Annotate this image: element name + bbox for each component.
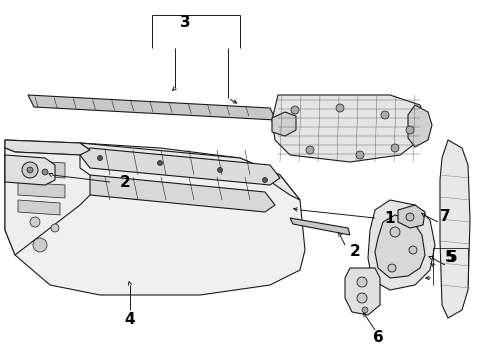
Circle shape (42, 169, 48, 175)
Circle shape (291, 106, 299, 114)
Circle shape (30, 217, 40, 227)
Polygon shape (272, 95, 425, 162)
Circle shape (391, 144, 399, 152)
Circle shape (33, 238, 47, 252)
Circle shape (27, 167, 33, 173)
Circle shape (157, 161, 163, 166)
Circle shape (406, 126, 414, 134)
Text: 4: 4 (124, 312, 135, 328)
Polygon shape (375, 215, 425, 278)
Circle shape (98, 156, 102, 161)
Circle shape (306, 146, 314, 154)
Circle shape (22, 162, 38, 178)
Text: 5: 5 (445, 251, 455, 266)
Circle shape (406, 213, 414, 221)
Circle shape (362, 307, 368, 313)
Circle shape (390, 227, 400, 237)
Circle shape (409, 246, 417, 254)
Polygon shape (18, 182, 65, 198)
Polygon shape (82, 175, 275, 212)
Polygon shape (408, 105, 432, 147)
Circle shape (388, 264, 396, 272)
Polygon shape (80, 148, 280, 185)
Polygon shape (345, 268, 380, 315)
Polygon shape (440, 140, 470, 318)
Text: 7: 7 (440, 208, 450, 224)
Polygon shape (5, 148, 90, 255)
Polygon shape (272, 112, 296, 136)
Polygon shape (28, 95, 276, 120)
Polygon shape (5, 140, 305, 295)
Text: 6: 6 (372, 330, 383, 346)
Text: 1: 1 (385, 211, 395, 225)
Polygon shape (80, 143, 300, 200)
Circle shape (263, 177, 268, 183)
Text: 3: 3 (180, 14, 190, 30)
Polygon shape (18, 200, 60, 215)
Polygon shape (5, 140, 90, 155)
Circle shape (336, 104, 344, 112)
Text: 5: 5 (447, 251, 457, 266)
Circle shape (357, 277, 367, 287)
Polygon shape (18, 160, 65, 178)
Circle shape (51, 224, 59, 232)
Circle shape (218, 167, 222, 172)
Circle shape (381, 111, 389, 119)
Text: 2: 2 (350, 244, 360, 260)
Polygon shape (368, 200, 435, 290)
Polygon shape (5, 155, 55, 185)
Polygon shape (398, 205, 425, 228)
Polygon shape (290, 218, 350, 235)
Text: 2: 2 (120, 175, 130, 189)
Circle shape (356, 151, 364, 159)
Circle shape (357, 293, 367, 303)
